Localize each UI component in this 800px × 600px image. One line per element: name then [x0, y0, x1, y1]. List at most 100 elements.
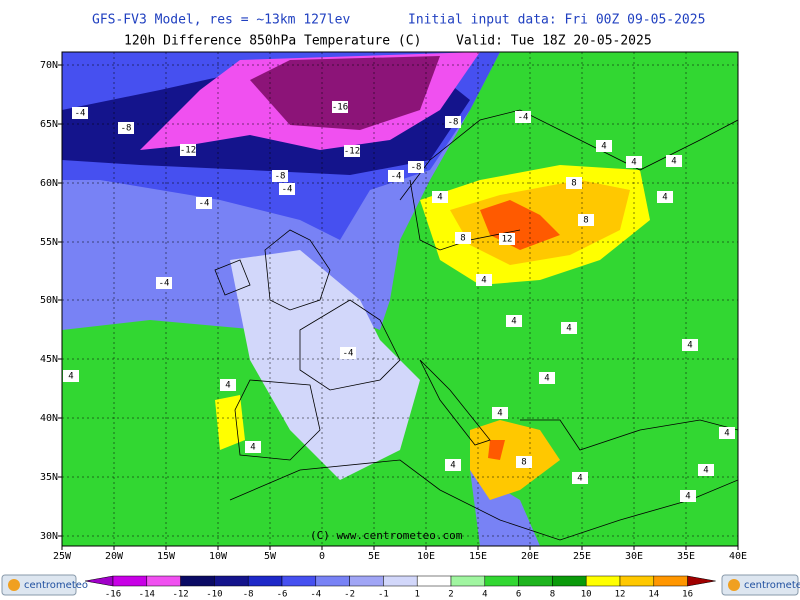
- contour-label-box: [445, 116, 461, 128]
- contour-label-box: [698, 464, 714, 476]
- colorbar-segment: [315, 575, 350, 587]
- colorbar-segment: [180, 575, 215, 587]
- contour-label-box: [578, 214, 594, 226]
- contour-label-box: [245, 441, 261, 453]
- lon-label: 10E: [417, 551, 435, 562]
- contour-label-box: [344, 145, 360, 157]
- contour-label: -4: [199, 199, 210, 209]
- lon-label: 15E: [469, 551, 487, 562]
- lon-label: 0: [319, 551, 325, 562]
- contour-label-box: [516, 456, 532, 468]
- map-field: [61, 51, 739, 547]
- contour-label: 4: [497, 409, 502, 419]
- contour-label-box: [156, 277, 172, 289]
- lon-label: 5E: [368, 551, 380, 562]
- coastlines: [214, 109, 738, 541]
- colorbar-label: -1: [378, 590, 389, 600]
- contour-label-box: [719, 427, 735, 439]
- lon-label: 25W: [53, 551, 72, 562]
- contour-label-box: [432, 191, 448, 203]
- contour-label-box: [72, 107, 88, 119]
- contour-label-box: [476, 274, 492, 286]
- contour-label: 4: [225, 381, 230, 391]
- contour-label-box: [196, 197, 212, 209]
- lat-label: 55N: [40, 237, 58, 248]
- contour-label: 4: [481, 276, 486, 286]
- contour-label-box: [180, 144, 196, 156]
- contour-label: 4: [631, 158, 636, 168]
- contour-label: -4: [282, 185, 293, 195]
- field-cool: [230, 250, 420, 480]
- contour-label: -8: [411, 163, 422, 173]
- lat-label: 60N: [40, 178, 58, 189]
- contour-label: -4: [343, 349, 354, 359]
- contour-label: 4: [544, 374, 549, 384]
- contour-label: -8: [448, 118, 459, 128]
- contour-label: -8: [275, 172, 286, 182]
- colorbar-label: 6: [516, 590, 521, 600]
- map-frame: [61, 51, 739, 547]
- copyright: (C) www.centrometeo.com: [310, 529, 463, 542]
- colorbar-segment: [518, 575, 553, 587]
- contour-label: 8: [571, 179, 576, 189]
- colorbar-arrow-left: [84, 575, 114, 587]
- contour-label: -4: [518, 113, 529, 123]
- contour-label-box: [596, 140, 612, 152]
- contour-label-box: [408, 161, 424, 173]
- colorbar-label: 16: [682, 590, 693, 600]
- header-init: Initial input data: Fri 00Z 09-05-2025: [408, 13, 705, 28]
- contour-label: 4: [511, 317, 516, 327]
- contour-label: 4: [68, 372, 73, 382]
- header-valid: Valid: Tue 18Z 20-05-2025: [456, 34, 652, 49]
- contour-label: 4: [437, 193, 442, 203]
- lat-label: 70N: [40, 60, 58, 71]
- contour-label-box: [657, 191, 673, 203]
- colorbar-label: -10: [206, 590, 222, 600]
- map-axes: 70N 65N 60N 55N 50N 45N 40N 35N 30N 25W 20W 15W 10W 5…: [40, 60, 747, 562]
- contour-label-box: [566, 177, 582, 189]
- contour-label: 4: [703, 466, 708, 476]
- contour-label-box: [279, 183, 295, 195]
- contour-label: -12: [180, 146, 196, 156]
- colorbar-label: -8: [243, 590, 254, 600]
- lat-label: 50N: [40, 295, 58, 306]
- contour-label: 4: [450, 461, 455, 471]
- contour-label-box: [220, 379, 236, 391]
- colorbar-label: -2: [344, 590, 355, 600]
- logo-text: centrometeo: [744, 580, 800, 591]
- contour-label: 8: [521, 458, 526, 468]
- colorbar-segment: [214, 575, 249, 587]
- contour-label-box: [572, 472, 588, 484]
- contour-label: 4: [577, 474, 582, 484]
- colorbar-label: 14: [648, 590, 659, 600]
- contour-label-box: [118, 122, 134, 134]
- contour-label-box: [272, 170, 288, 182]
- contour-label-box: [455, 232, 471, 244]
- header-field: 120h Difference 850hPa Temperature (C): [124, 34, 421, 49]
- colorbar-label: 2: [448, 590, 453, 600]
- lon-label: 20E: [521, 551, 539, 562]
- lat-label: 40N: [40, 413, 58, 424]
- lon-label: 10W: [209, 551, 228, 562]
- lon-label: 20W: [105, 551, 124, 562]
- colorbar-segment: [112, 575, 148, 587]
- contour-label: 8: [460, 234, 465, 244]
- contour-label: -8: [121, 124, 132, 134]
- colorbar-label: -16: [105, 590, 121, 600]
- contour-label-box: [561, 322, 577, 334]
- contour-label-box: [666, 155, 682, 167]
- graticule: [62, 52, 738, 546]
- colorbar-segment: [484, 575, 519, 587]
- colorbar-arrow-right: [687, 575, 716, 587]
- lat-label: 45N: [40, 354, 58, 365]
- contour-label-box: [539, 372, 555, 384]
- contour-label: 4: [566, 324, 571, 334]
- colorbar-label: 10: [581, 590, 592, 600]
- contour-label-box: [515, 111, 531, 123]
- colorbar-segment: [585, 575, 621, 587]
- lon-label: 25E: [573, 551, 591, 562]
- colorbar-segment: [552, 575, 587, 587]
- colorbar-segment: [247, 575, 283, 587]
- contour-label-box: [388, 170, 404, 182]
